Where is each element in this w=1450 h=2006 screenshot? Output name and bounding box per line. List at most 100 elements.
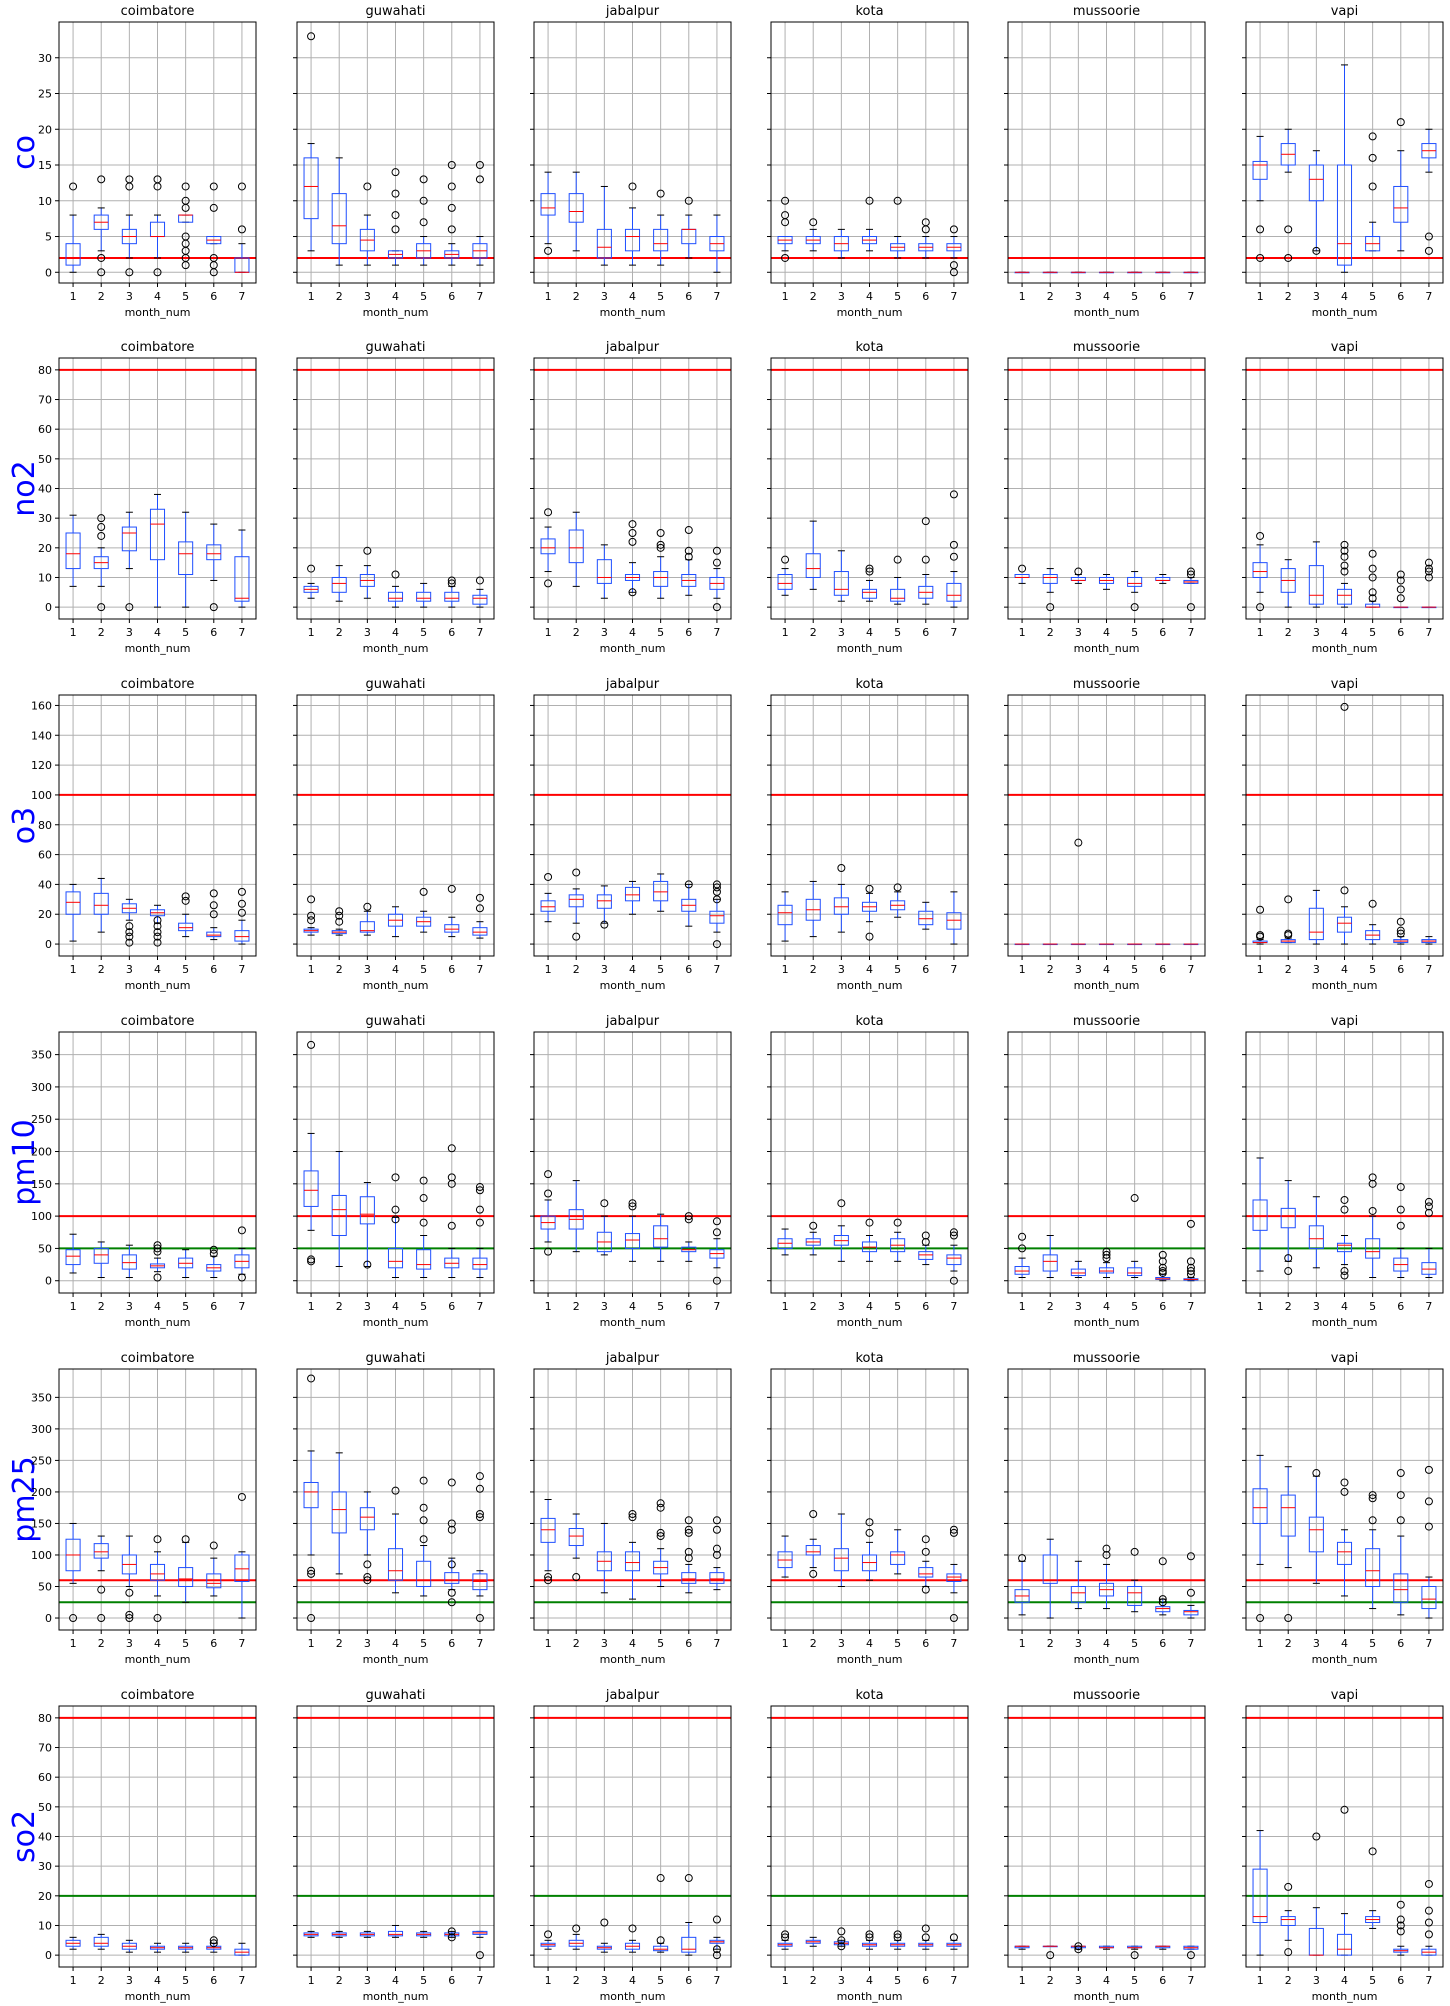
box-6 bbox=[444, 884, 460, 938]
box-6 bbox=[1393, 1900, 1409, 1956]
x-tick-label: 7 bbox=[1425, 626, 1432, 639]
outlier-point bbox=[712, 1951, 721, 1960]
box-3 bbox=[1308, 889, 1324, 945]
outlier-point bbox=[447, 1221, 456, 1230]
outlier-point bbox=[447, 1588, 456, 1597]
box-iqr bbox=[93, 1247, 109, 1264]
box-iqr bbox=[624, 228, 641, 252]
box-iqr bbox=[861, 588, 878, 599]
panel-title: jabalpur bbox=[605, 340, 660, 355]
outlier-point bbox=[781, 196, 790, 205]
outlier-point bbox=[153, 268, 162, 277]
x-tick-label: 5 bbox=[894, 626, 901, 639]
outlier-point bbox=[1186, 1219, 1195, 1228]
x-tick-label: 1 bbox=[1257, 963, 1264, 976]
outlier-point bbox=[628, 182, 637, 191]
panel-title: guwahati bbox=[365, 4, 425, 19]
box-1 bbox=[303, 32, 319, 252]
outlier-point bbox=[1396, 576, 1405, 585]
x-tick-label: 3 bbox=[364, 626, 371, 639]
box-6 bbox=[918, 1924, 934, 1950]
box-2 bbox=[331, 157, 347, 266]
panel-pm25-coimbatore: 0 50 100 150 200 250 300 350 1 2 3 4 5 6 7 month_num coi… bbox=[31, 1351, 257, 1666]
box-2 bbox=[805, 880, 821, 938]
outlier-point bbox=[837, 864, 846, 873]
box-4 bbox=[861, 884, 878, 941]
box-1 bbox=[303, 1930, 319, 1938]
box-4 bbox=[149, 493, 166, 608]
box-4 bbox=[149, 1535, 166, 1623]
outlier-point bbox=[209, 203, 218, 212]
box-4 bbox=[861, 1518, 878, 1581]
box-4 bbox=[1098, 1544, 1115, 1610]
box-2 bbox=[93, 1535, 109, 1623]
x-axis-label: month_num bbox=[125, 979, 191, 992]
x-tick-label: 4 bbox=[154, 290, 161, 303]
x-tick-label: 1 bbox=[545, 1974, 552, 1987]
box-iqr bbox=[596, 894, 612, 909]
outlier-point bbox=[684, 1525, 693, 1534]
outlier-point bbox=[921, 225, 930, 234]
outlier-point bbox=[125, 603, 134, 612]
x-axis-label: month_num bbox=[1312, 1990, 1378, 2003]
y-tick-label: 350 bbox=[31, 1049, 52, 1062]
x-tick-label: 7 bbox=[1425, 1974, 1432, 1987]
outlier-point bbox=[572, 1924, 581, 1933]
outlier-point bbox=[209, 1936, 218, 1945]
outlier-point bbox=[153, 928, 162, 937]
x-tick-label: 7 bbox=[950, 1300, 957, 1313]
x-tick-label: 7 bbox=[713, 1300, 720, 1313]
outlier-point bbox=[447, 182, 456, 191]
x-tick-label: 6 bbox=[210, 290, 217, 303]
box-iqr bbox=[331, 1491, 347, 1534]
box-iqr bbox=[1098, 1267, 1115, 1274]
outlier-point bbox=[1424, 232, 1433, 241]
box-6 bbox=[681, 1874, 697, 1956]
x-tick-label: 4 bbox=[1341, 626, 1348, 639]
outlier-point bbox=[893, 1930, 902, 1939]
outlier-point bbox=[1340, 1478, 1349, 1487]
row-label-pm25: pm25 bbox=[7, 1456, 42, 1542]
panel-title: coimbatore bbox=[121, 677, 195, 692]
x-tick-label: 5 bbox=[1131, 1637, 1138, 1650]
box-iqr bbox=[1308, 1225, 1324, 1249]
panel-title: kota bbox=[855, 1688, 883, 1703]
box-1 bbox=[65, 1233, 81, 1274]
outlier-point bbox=[1158, 1557, 1167, 1566]
box-iqr bbox=[777, 574, 793, 590]
box-5 bbox=[890, 1930, 906, 1950]
x-tick-label: 2 bbox=[98, 963, 105, 976]
outlier-point bbox=[628, 1924, 637, 1933]
y-tick-label: 80 bbox=[38, 1712, 52, 1725]
box-iqr bbox=[1336, 1242, 1353, 1253]
outlier-point bbox=[97, 1614, 106, 1623]
box-7 bbox=[472, 161, 488, 266]
box-iqr bbox=[444, 1572, 460, 1584]
box-7 bbox=[472, 576, 488, 608]
x-tick-label: 3 bbox=[126, 963, 133, 976]
box-iqr bbox=[65, 532, 81, 570]
outlier-point bbox=[475, 1513, 484, 1522]
outlier-point bbox=[865, 1518, 874, 1527]
outlier-point bbox=[712, 1516, 721, 1525]
x-tick-label: 4 bbox=[392, 1637, 399, 1650]
box-iqr bbox=[387, 591, 404, 602]
box-iqr bbox=[1308, 565, 1324, 605]
panel-title: mussoorie bbox=[1073, 1688, 1140, 1703]
x-tick-label: 2 bbox=[336, 290, 343, 303]
outlier-point bbox=[1046, 603, 1055, 612]
y-tick-label: 150 bbox=[31, 1517, 52, 1530]
outlier-point bbox=[1396, 929, 1405, 938]
outlier-point bbox=[1368, 1173, 1377, 1182]
x-tick-label: 4 bbox=[392, 290, 399, 303]
box-iqr bbox=[303, 1170, 319, 1207]
row-label-co: co bbox=[7, 135, 42, 170]
box-1 bbox=[540, 171, 556, 255]
x-tick-label: 5 bbox=[420, 626, 427, 639]
box-3 bbox=[1308, 150, 1324, 255]
box-6 bbox=[444, 576, 460, 608]
outlier-point bbox=[153, 932, 162, 941]
box-2 bbox=[331, 1151, 347, 1268]
panel-co-kota: 1 2 3 4 5 6 7 month_num kota bbox=[767, 4, 969, 319]
y-tick-label: 250 bbox=[31, 1454, 52, 1467]
